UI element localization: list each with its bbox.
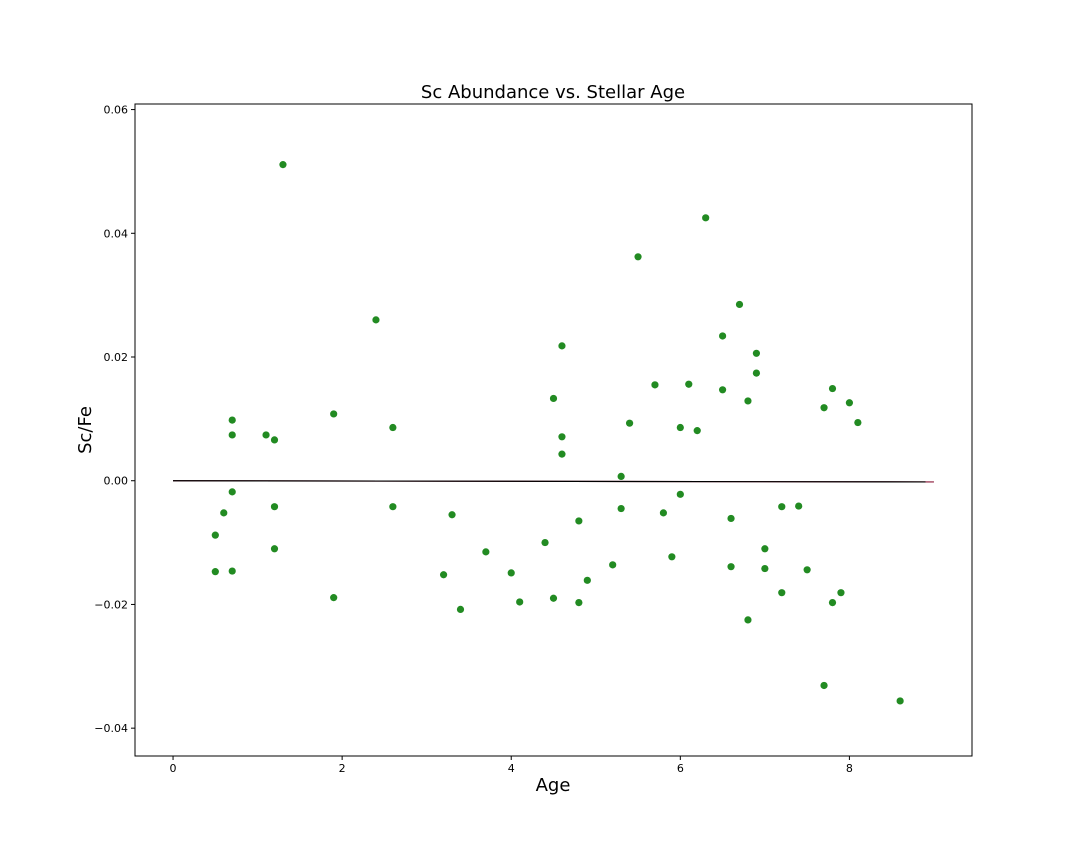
y-tick-label: 0.00 — [104, 475, 129, 488]
data-point — [549, 394, 558, 403]
data-point — [270, 503, 279, 511]
x-tick-label: 4 — [508, 762, 515, 775]
data-point — [279, 161, 287, 169]
data-point — [456, 605, 465, 613]
data-point — [651, 381, 659, 389]
y-tick-label: −0.04 — [94, 722, 128, 735]
data-point — [558, 433, 566, 441]
x-axis-label: Age — [536, 775, 571, 796]
data-point — [211, 531, 219, 539]
data-point — [727, 563, 735, 571]
data-point — [330, 410, 338, 418]
data-point — [575, 517, 583, 525]
data-point — [702, 214, 710, 222]
x-tick-label: 8 — [846, 762, 853, 775]
data-point — [228, 431, 236, 439]
data-point — [854, 418, 862, 427]
data-point — [448, 511, 456, 519]
data-point — [668, 553, 676, 561]
data-point — [541, 538, 549, 547]
data-point — [262, 431, 270, 439]
data-point — [845, 399, 854, 407]
data-point — [778, 503, 786, 511]
data-point — [330, 594, 338, 602]
data-point — [896, 697, 904, 705]
data-point — [625, 419, 634, 427]
data-point — [676, 423, 684, 432]
data-point — [228, 488, 236, 496]
data-point — [761, 564, 769, 573]
x-tick-label: 6 — [677, 762, 684, 775]
data-point — [549, 594, 558, 602]
chart-title: Sc Abundance vs. Stellar Age — [421, 82, 685, 103]
data-point — [718, 386, 727, 394]
data-point — [837, 589, 845, 597]
plot-area — [173, 161, 934, 705]
data-point — [558, 342, 566, 350]
data-point — [482, 548, 490, 556]
data-point — [439, 571, 448, 579]
data-point — [389, 503, 397, 511]
y-tick-label: 0.06 — [104, 104, 129, 117]
data-point — [228, 567, 236, 575]
data-point — [617, 472, 625, 480]
y-axis-label: Sc/Fe — [75, 406, 96, 454]
y-axis: −0.04 −0.02 0.00 0.02 0.04 0.06 — [94, 104, 135, 735]
data-point — [685, 380, 693, 388]
data-point — [778, 589, 786, 597]
data-point — [659, 509, 668, 517]
data-point — [516, 598, 524, 606]
data-point — [744, 616, 752, 624]
data-point — [718, 332, 727, 340]
fit-line-2 — [173, 480, 926, 483]
data-point — [820, 404, 828, 412]
data-point — [803, 566, 811, 574]
data-point — [575, 598, 583, 607]
data-point — [676, 490, 684, 498]
data-point — [389, 423, 397, 432]
data-point — [220, 509, 228, 517]
x-tick-label: 0 — [170, 762, 177, 775]
data-point — [761, 545, 769, 553]
data-point — [634, 253, 642, 261]
data-point — [372, 316, 380, 324]
y-tick-label: 0.04 — [104, 227, 129, 240]
data-point — [727, 514, 735, 523]
data-point — [828, 384, 837, 393]
x-axis: 0 2 4 6 8 — [170, 756, 853, 775]
data-point — [693, 427, 701, 435]
data-point — [211, 568, 219, 576]
data-point — [609, 561, 617, 569]
axes-frame — [134, 103, 973, 757]
y-tick-label: −0.02 — [94, 598, 128, 611]
data-point — [795, 502, 803, 510]
data-point — [828, 598, 837, 607]
y-tick-label: 0.02 — [104, 351, 129, 364]
data-point — [270, 436, 279, 444]
data-point — [752, 349, 761, 357]
data-point — [558, 450, 566, 458]
data-point — [228, 416, 236, 424]
data-point — [507, 569, 515, 577]
data-point — [735, 300, 744, 309]
data-point — [820, 681, 828, 690]
x-tick-label: 2 — [339, 762, 346, 775]
data-point — [744, 397, 752, 405]
data-point — [752, 369, 761, 377]
data-point — [270, 545, 279, 553]
data-point — [583, 576, 591, 584]
data-point — [617, 504, 625, 513]
